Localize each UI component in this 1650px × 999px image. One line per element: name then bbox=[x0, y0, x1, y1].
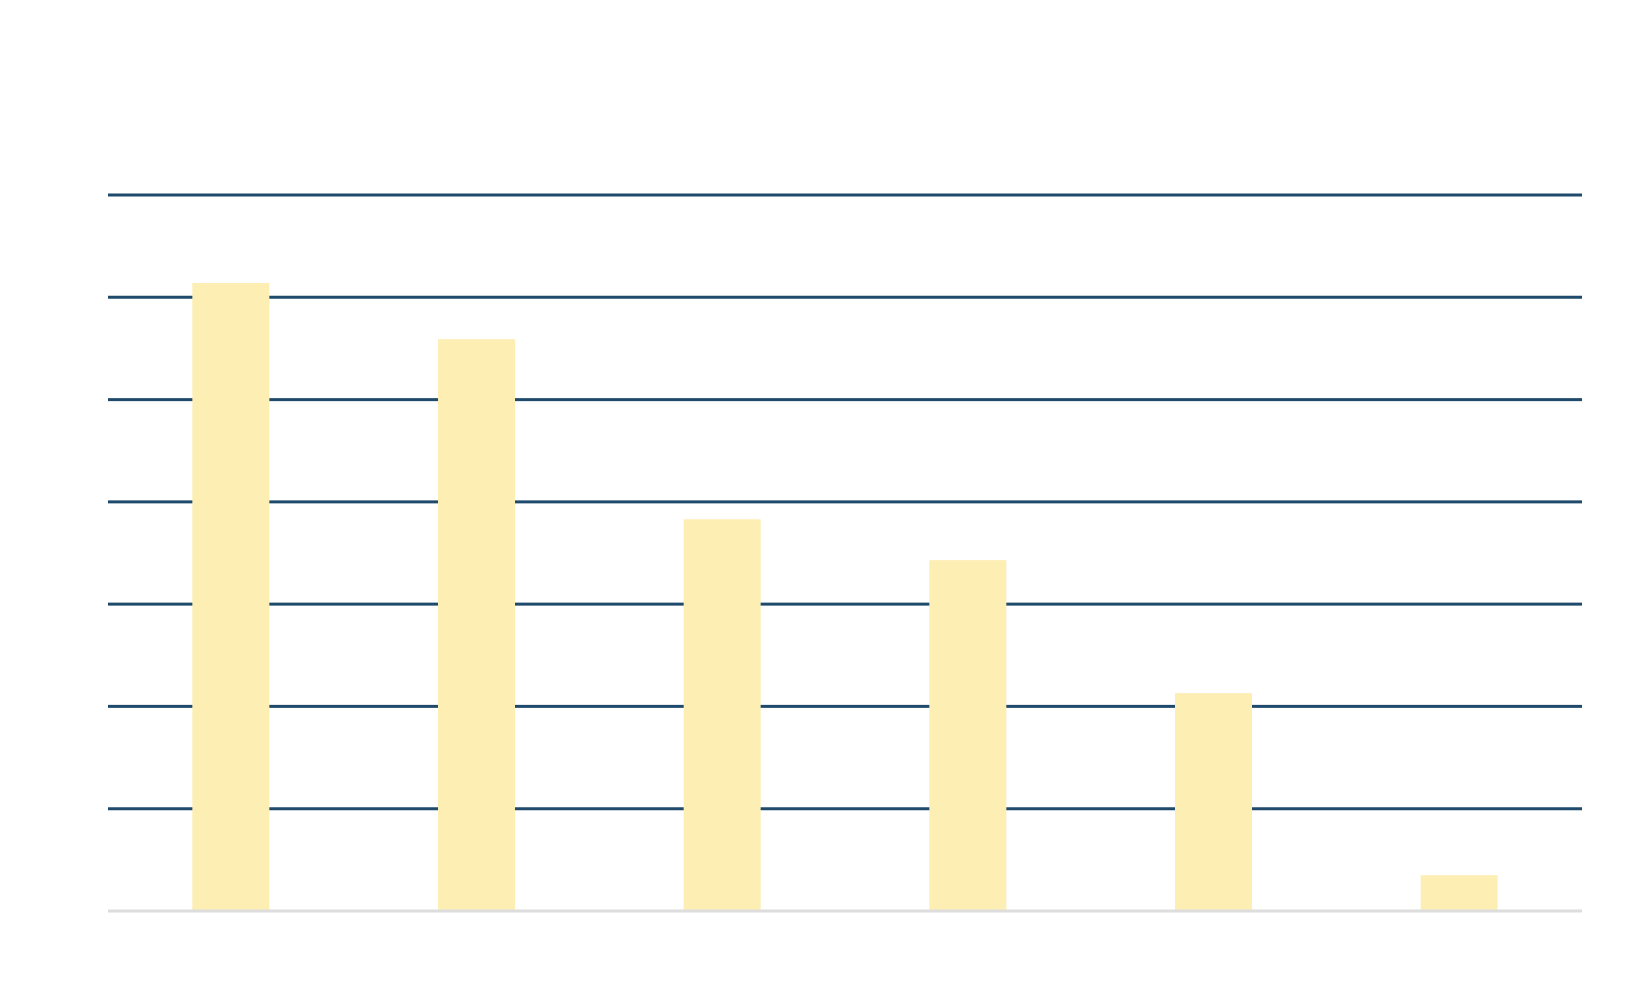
bar-2 bbox=[438, 339, 515, 911]
bar-4 bbox=[929, 560, 1007, 911]
gridlines bbox=[108, 193, 1582, 811]
bar-3 bbox=[683, 519, 761, 911]
bars bbox=[192, 282, 1498, 912]
bar-5 bbox=[1175, 693, 1252, 911]
bar-6 bbox=[1420, 875, 1498, 911]
bar-1 bbox=[192, 282, 270, 912]
